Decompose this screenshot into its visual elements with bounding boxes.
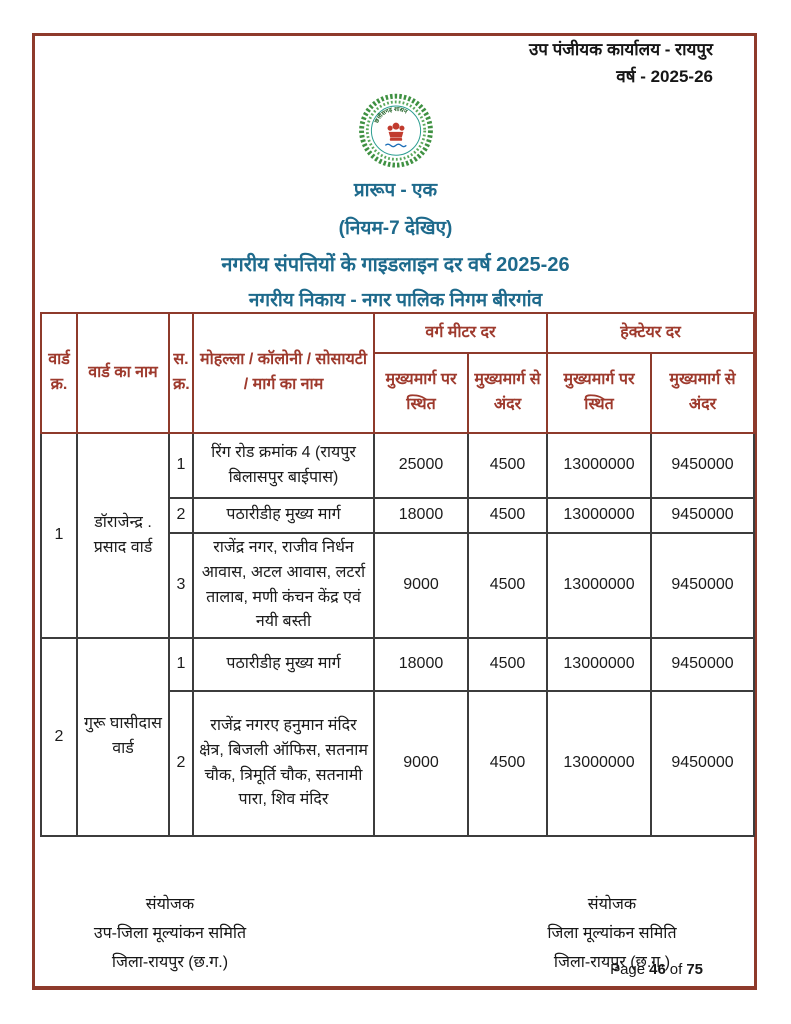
locality-name: पठारीडीह मुख्य मार्ग bbox=[192, 497, 375, 534]
col-header-ha-on-main-road: मुख्यमार्ग पर स्थित bbox=[546, 352, 652, 434]
col-header-sqm-inside: मुख्यमार्ग से अंदर bbox=[467, 352, 548, 434]
office-header: उप पंजीयक कार्यालय - रायपुर वर्ष - 2025-… bbox=[529, 36, 713, 90]
page-label: Page bbox=[610, 961, 646, 978]
col-header-serial-no: स.क्र. bbox=[168, 312, 194, 434]
hectare-rate-inside: 9450000 bbox=[650, 432, 755, 499]
table-row: 1 डॉराजेन्द्र . प्रसाद वार्ड 1 रिंग रोड … bbox=[40, 431, 755, 640]
hectare-rate-on-main-road: 13000000 bbox=[546, 637, 652, 693]
ward-number: 2 bbox=[40, 637, 78, 838]
locality-name: रिंग रोड क्रमांक 4 (रायपुर बिलासपुर बाईप… bbox=[192, 432, 375, 499]
page-of-label: of bbox=[669, 961, 683, 978]
sqm-rate-inside: 4500 bbox=[467, 497, 548, 534]
locality-name: राजेंद्र नगरए हनुमान मंदिर क्षेत्र, बिजल… bbox=[192, 690, 375, 838]
table-row: 2 राजेंद्र नगरए हनुमान मंदिर क्षेत्र, बि… bbox=[41, 690, 755, 838]
footer-signature-right: संयोजक जिला मूल्यांकन समिति जिला-रायपुर … bbox=[512, 890, 712, 977]
ward-number: 1 bbox=[40, 431, 78, 640]
col-header-ward-no: वार्ड क्र. bbox=[40, 312, 78, 434]
sqm-rate-inside: 4500 bbox=[467, 531, 548, 640]
convener-title: संयोजक bbox=[145, 896, 195, 913]
sqm-rate-inside: 4500 bbox=[467, 432, 548, 499]
col-header-ward-name: वार्ड का नाम bbox=[76, 312, 170, 434]
svg-text:छत्तीसगढ़ शासन: छत्तीसगढ़ शासन bbox=[373, 107, 408, 125]
sqm-rate-inside: 4500 bbox=[467, 637, 548, 693]
page-total: 75 bbox=[686, 961, 703, 978]
committee-name: उप-जिला मूल्यांकन समिति bbox=[93, 925, 247, 942]
form-title: प्रारूप - एक bbox=[353, 180, 438, 201]
ward-name: डॉराजेन्द्र . प्रसाद वार्ड bbox=[76, 431, 170, 640]
serial-number: 1 bbox=[168, 637, 194, 693]
year-label: वर्ष - 2025-26 bbox=[616, 67, 713, 86]
hectare-rate-inside: 9450000 bbox=[650, 690, 755, 838]
guideline-rates-table: वार्ड क्र. वार्ड का नाम स.क्र. मोहल्ला /… bbox=[40, 312, 755, 838]
serial-number: 2 bbox=[168, 690, 194, 838]
ward-name: गुरू घासीदास वार्ड bbox=[76, 637, 170, 838]
serial-number: 3 bbox=[168, 531, 194, 640]
page-number: Page 46 of 75 bbox=[610, 961, 703, 978]
convener-title: संयोजक bbox=[587, 896, 637, 913]
sqm-rate-on-main-road: 18000 bbox=[373, 497, 469, 534]
sqm-rate-inside: 4500 bbox=[467, 690, 548, 838]
hectare-rate-on-main-road: 13000000 bbox=[546, 531, 652, 640]
sqm-rate-on-main-road: 18000 bbox=[373, 637, 469, 693]
serial-number: 1 bbox=[168, 432, 194, 499]
table-row: 2 गुरू घासीदास वार्ड 1 पठारीडीह मुख्य मा… bbox=[40, 637, 755, 838]
committee-name: जिला मूल्यांकन समिति bbox=[547, 925, 677, 942]
locality-name: पठारीडीह मुख्य मार्ग bbox=[192, 637, 375, 693]
col-header-sqm-on-main-road: मुख्यमार्ग पर स्थित bbox=[373, 352, 469, 434]
water-wave-icon bbox=[384, 143, 407, 148]
col-header-ha-inside: मुख्यमार्ग से अंदर bbox=[650, 352, 755, 434]
emblem-container: छत्तीसगढ़ शासन bbox=[0, 88, 791, 175]
page-current: 46 bbox=[649, 961, 666, 978]
body-subtitle: नगरीय निकाय - नगर पालिक निगम बीरगांव bbox=[248, 290, 543, 311]
ashoka-capital-icon bbox=[387, 122, 404, 141]
locality-name: राजेंद्र नगर, राजीव निर्धन आवास, अटल आवा… bbox=[192, 531, 375, 640]
footer-signature-left: संयोजक उप-जिला मूल्यांकन समिति जिला-रायप… bbox=[70, 890, 270, 977]
hectare-rate-on-main-road: 13000000 bbox=[546, 497, 652, 534]
col-header-locality: मोहल्ला / कॉलोनी / सोसायटी / मार्ग का ना… bbox=[192, 312, 375, 434]
serial-number: 2 bbox=[168, 497, 194, 534]
hectare-rate-inside: 9450000 bbox=[650, 637, 755, 693]
table-row: 3 राजेंद्र नगर, राजीव निर्धन आवास, अटल आ… bbox=[41, 531, 755, 640]
sqm-rate-on-main-road: 9000 bbox=[373, 690, 469, 838]
hectare-rate-inside: 9450000 bbox=[650, 531, 755, 640]
hectare-rate-on-main-road: 13000000 bbox=[546, 690, 652, 838]
rule-reference: (नियम-7 देखिए) bbox=[338, 218, 453, 239]
table-row: 2 पठारीडीह मुख्य मार्ग 18000 4500 130000… bbox=[41, 497, 755, 534]
emblem-arc-text: छत्तीसगढ़ शासन bbox=[373, 107, 408, 125]
chhattisgarh-government-emblem-icon: छत्तीसगढ़ शासन bbox=[358, 93, 433, 168]
hectare-rate-on-main-road: 13000000 bbox=[546, 432, 652, 499]
hectare-rate-inside: 9450000 bbox=[650, 497, 755, 534]
district-name: जिला-रायपुर (छ.ग.) bbox=[111, 954, 229, 971]
district-name: जिला-रायपुर (छ.ग.) bbox=[553, 954, 671, 971]
sqm-rate-on-main-road: 25000 bbox=[373, 432, 469, 499]
document-title: नगरीय संपत्तियों के गाइडलाइन दर वर्ष 202… bbox=[221, 254, 570, 276]
group-header-sqm-rate: वर्ग मीटर दर bbox=[373, 312, 548, 354]
office-name: उप पंजीयक कार्यालय - रायपुर bbox=[528, 40, 713, 59]
group-header-hectare-rate: हेक्टेयर दर bbox=[546, 312, 755, 354]
sqm-rate-on-main-road: 9000 bbox=[373, 531, 469, 640]
